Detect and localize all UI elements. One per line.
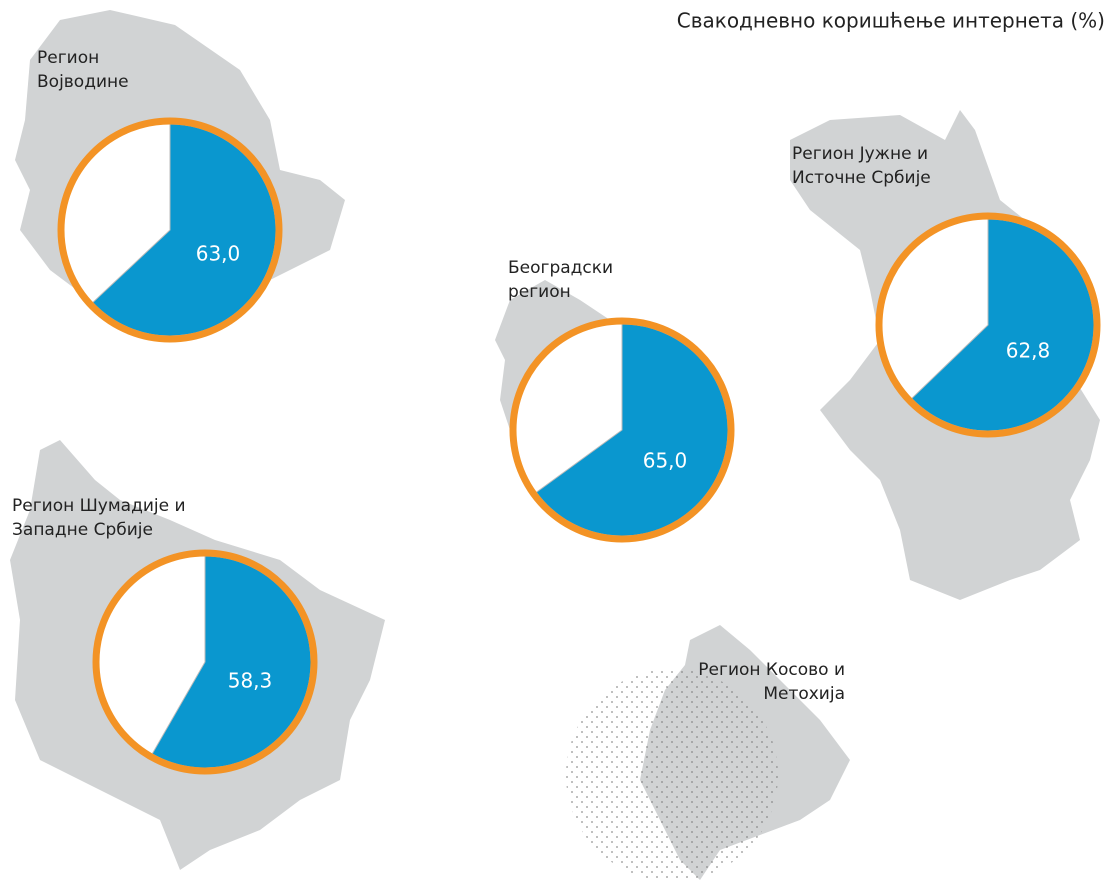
value-label: 63,0 [196, 242, 241, 266]
region-label: Западне Србије [12, 520, 153, 540]
pies: Регион Војводине 63,0 Београдски регион 65,0 Р… [12, 48, 1101, 881]
pie-ring [875, 212, 1101, 438]
value-label: 65,0 [643, 449, 688, 473]
region-label: Војводине [37, 72, 129, 92]
no-data-circle [566, 669, 778, 881]
region-label: Регион [37, 48, 99, 68]
region-label: Београдски [508, 258, 613, 278]
region-label: Регион Шумадије и [12, 496, 186, 516]
region-label: Источне Србије [792, 168, 931, 188]
region-label: Регион Јужне и [792, 144, 928, 164]
title: Свакодневно коришћење интернета (%) [677, 9, 1105, 33]
pie-ring [92, 549, 318, 775]
pie-ring [509, 317, 735, 543]
region-label: Метохија [763, 684, 845, 704]
value-label: 58,3 [228, 669, 273, 693]
pie-ring [57, 117, 283, 343]
region-label: регион [508, 282, 571, 302]
value-label: 62,8 [1006, 339, 1051, 363]
region-label: Регион Косово и [698, 660, 845, 680]
